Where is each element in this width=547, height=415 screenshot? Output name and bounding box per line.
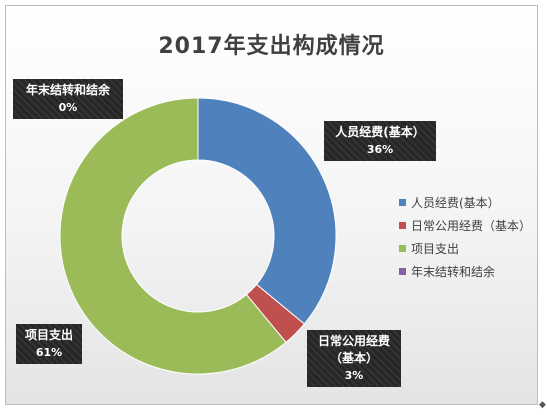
- resize-handle-icon[interactable]: ◆: [539, 400, 546, 410]
- chart-area: 2017年支出构成情况 人员经费(基本） 36% 日常公用经费 （基本） 3% …: [5, 5, 538, 405]
- legend: 人员经费(基本） 日常公用经费（基本） 项目支出 年末结转和结余: [399, 191, 531, 283]
- data-label-carryover: 年末结转和结余 0%: [13, 79, 123, 119]
- data-label-personnel: 人员经费(基本） 36%: [324, 121, 436, 161]
- donut-chart: [59, 97, 337, 375]
- legend-swatch-personnel: [399, 199, 406, 206]
- legend-item-personnel: 人员经费(基本）: [399, 191, 531, 214]
- data-label-project-name: 项目支出: [24, 328, 73, 342]
- data-label-personnel-name: 人员经费(基本）: [335, 125, 425, 139]
- legend-item-carryover: 年末结转和结余: [399, 260, 531, 283]
- data-label-project-pct: 61%: [35, 346, 63, 359]
- data-label-carryover-name: 年末结转和结余: [25, 83, 110, 97]
- legend-label-project: 项目支出: [411, 242, 460, 256]
- data-label-project: 项目支出 61%: [16, 324, 82, 364]
- donut-slice-project: [59, 97, 287, 375]
- legend-swatch-project: [399, 245, 406, 252]
- data-label-public-name: 日常公用经费: [317, 334, 390, 348]
- data-label-public-name-2: （基本）: [329, 351, 378, 365]
- data-label-public: 日常公用经费 （基本） 3%: [307, 330, 401, 387]
- data-label-personnel-pct: 36%: [366, 143, 394, 156]
- legend-label-personnel: 人员经费(基本）: [411, 196, 500, 210]
- data-label-carryover-pct: 0%: [58, 101, 78, 114]
- legend-label-public: 日常公用经费（基本）: [411, 219, 532, 233]
- chart-title: 2017年支出构成情况: [158, 34, 385, 59]
- legend-swatch-carryover: [399, 268, 406, 275]
- data-label-public-pct: 3%: [344, 369, 364, 382]
- legend-item-project: 项目支出: [399, 237, 531, 260]
- legend-label-carryover: 年末结转和结余: [411, 265, 496, 279]
- legend-item-public: 日常公用经费（基本）: [399, 214, 531, 237]
- legend-swatch-public: [399, 222, 406, 229]
- donut-slice-personnel: [197, 97, 337, 325]
